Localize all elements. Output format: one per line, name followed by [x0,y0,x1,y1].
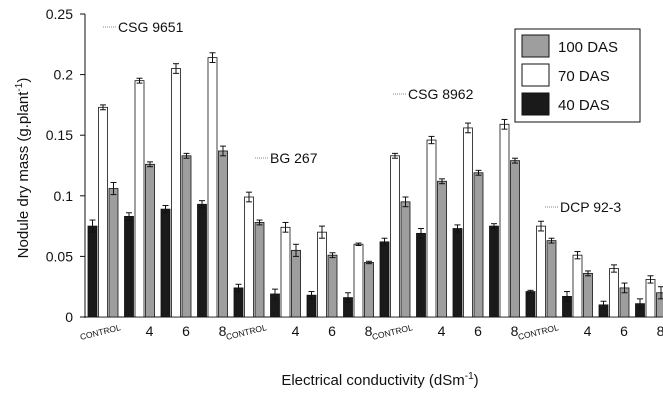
bar-100das-10 [473,172,484,318]
x-tick-label: CONTROL [225,322,268,342]
bar-100das-0 [108,188,119,318]
y-tick-label: 0.15 [46,127,73,143]
bar-100das-5 [291,249,301,318]
bar-70das-12 [536,225,546,318]
group-label: CSG 8962 [408,86,474,102]
bar-100das-6 [327,254,338,318]
bar-40das-0 [87,225,98,318]
bar-70das-0 [98,106,108,318]
x-tick-label: CONTROL [517,322,560,342]
bar-40das-10 [452,228,463,318]
y-axis-title: Nodule dry mass (g.plant-1) [14,78,32,259]
legend-swatch-40das [521,92,550,116]
bar-40das-2 [160,208,171,318]
bar-70das-4 [244,196,254,318]
y-tick-label: 0.1 [54,188,74,204]
bar-70das-2 [171,68,181,318]
x-tick-label: 6 [474,323,482,339]
group-label: BG 267 [270,150,318,166]
legend-swatch-70das [521,63,550,87]
x-tick-label: CONTROL [79,322,122,342]
y-ticks: 0 0.05 0.1 0.15 0.2 0.25 [46,6,85,325]
bar-70das-3 [207,57,218,318]
bar-40das-12 [525,291,536,318]
bar-100das-12 [546,240,557,318]
bar-100das-11 [510,160,520,318]
legend-swatch-100das [521,34,550,58]
group-labels: CSG 9651 BG 267 CSG 8962 DCP 92-3 [103,19,621,215]
group-label: DCP 92-3 [560,199,621,215]
x-tick-label: 6 [182,323,190,339]
bars [87,52,663,318]
x-tick-label: 8 [511,323,519,339]
x-tick-label: 8 [219,323,227,339]
bar-40das-11 [489,225,499,318]
y-tick-label: 0.05 [46,248,73,264]
legend-label-40das: 40 DAS [558,97,610,114]
bar-40das-8 [379,241,390,318]
bar-100das-8 [400,201,411,318]
bar-100das-3 [218,150,228,318]
x-tick-label: 4 [584,323,592,339]
x-tick-label: 6 [328,323,336,339]
bar-100das-15 [656,292,663,318]
bar-100das-7 [364,262,374,318]
bar-70das-15 [645,279,656,318]
x-axis-title: Electrical conductivity (dSm-1) [281,371,478,389]
bar-70das-8 [390,155,400,318]
y-tick-label: 0 [65,309,73,325]
y-tick-label: 0.25 [46,6,73,22]
bar-70das-7 [353,243,364,318]
legend-label-100das: 100 DAS [558,39,618,56]
bar-70das-11 [499,123,510,318]
bar-100das-4 [254,222,265,318]
bar-40das-3 [197,203,207,318]
bar-100das-13 [583,272,593,318]
x-tick-label: 4 [292,323,300,339]
x-tick-label: 4 [146,323,154,339]
bar-70das-6 [317,231,327,318]
bar-40das-1 [124,216,134,318]
bar-70das-13 [572,254,583,318]
bar-40das-9 [416,232,426,318]
bar-70das-9 [426,139,437,318]
bar-70das-1 [134,80,145,318]
bar-40das-4 [233,287,244,318]
bar-100das-2 [181,155,192,318]
legend-label-70das: 70 DAS [558,68,610,85]
group-label: CSG 9651 [118,19,184,35]
bar-70das-10 [463,127,473,318]
bar-100das-9 [437,180,447,318]
x-tick-label: 8 [657,323,663,339]
x-tick-label: 4 [438,323,446,339]
x-tick-label: 8 [365,323,373,339]
legend: 100 DAS 70 DAS 40 DAS [514,28,641,123]
bar-70das-14 [609,268,619,318]
bar-100das-1 [145,163,155,318]
x-tick-label: CONTROL [371,322,414,342]
y-tick-label: 0.2 [54,67,74,83]
bar-70das-5 [280,226,291,318]
x-tick-label: 6 [620,323,628,339]
